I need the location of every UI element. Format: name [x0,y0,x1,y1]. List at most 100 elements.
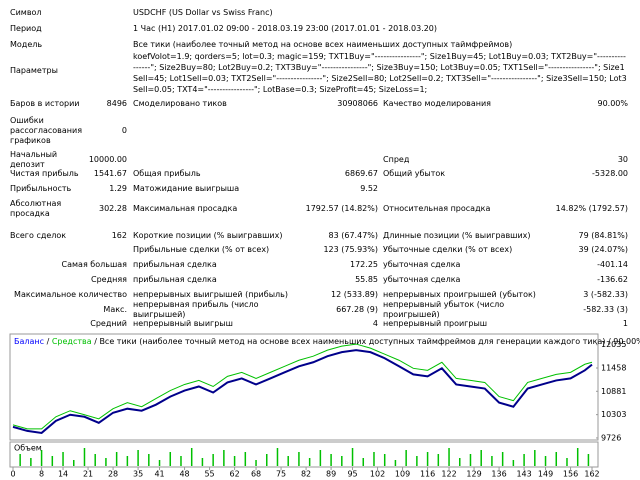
volume-bar [158,460,161,466]
volume-bar [437,454,440,466]
stat-row: Макс. непрерывная прибыль (число выигрыше… [0,300,640,319]
info-row: Символ USDCHF (US Dollar vs Swiss Franc) [0,7,640,19]
stat-row: Прибыльность 1.29 Матожидание выигрыша 9.52 [0,183,640,195]
stat-label: непрерывный проигрыш [383,319,488,328]
stat-row: Баров в истории 8496 Смоделировано тиков 30… [0,98,640,110]
stat-label: Короткие позиции (% выигравших) [133,231,283,240]
stat-value: 123 (75.93%) [323,245,378,254]
volume-bar [501,452,504,466]
volume-bar [180,456,182,466]
volume-bar [126,456,129,466]
info-label: Модель [10,40,43,49]
stat-group: Самая большая [61,260,127,269]
stat-value: 14.82% (1792.57) [555,204,628,213]
volume-bar [576,448,579,466]
volume-bar [73,460,75,466]
chart-header: Баланс / Средства / Все тики (наиболее т… [14,337,640,346]
x-tick-label: 48 [179,470,189,479]
stat-row: Максимальное количество непрерывных выигр… [0,289,640,301]
x-tick-label: 55 [204,470,214,479]
stat-label: Баров в истории [10,99,80,108]
stat-label: Общий убыток [383,169,446,178]
stat-label: Ошибки рассогласования графиков [10,116,83,145]
volume-label: Объем [14,444,42,453]
x-tick-label: 129 [466,470,481,479]
info-value: USDCHF (US Dollar vs Swiss Franc) [133,8,273,17]
volume-bar [190,448,193,466]
volume-bar [362,458,365,466]
stat-label: Прибыльность [10,184,72,193]
stat-group: Средний [90,319,127,328]
x-tick-label: 122 [441,470,456,479]
volume-bar [351,448,354,466]
volume-bar [534,450,536,466]
x-tick-label: 35 [133,470,143,479]
stat-label: непрерывных выигрышей (прибыль) [133,290,288,299]
volume-bar [276,448,279,466]
stat-label: Смоделировано тиков [133,99,227,108]
x-tick-label: 21 [83,470,93,479]
stat-label: Максимальная просадка [133,204,238,213]
x-tick-label: 68 [251,470,261,479]
info-value: Все тики (наиболее точный метод на основ… [133,40,513,49]
volume-bar [223,450,225,466]
info-row: Период 1 Час (H1) 2017.01.02 09:00 - 2018… [0,23,640,35]
stat-value: 1792.57 (14.82%) [305,204,378,213]
stat-row: Начальный депозит 10000.00 Спред 30 [0,150,640,169]
x-tick-label: 95 [347,470,357,479]
stat-label: Матожидание выигрыша [133,184,240,193]
y-tick-label: 12035 [601,340,626,349]
legend-equity: Средства [52,337,92,346]
stat-value: 83 (67.47%) [328,231,378,240]
x-tick-label: 143 [516,470,531,479]
x-tick-label: 0 [10,470,15,479]
stat-value: -582.33 (3) [583,305,628,314]
volume-bar [416,456,418,466]
stat-label: Относительная просадка [383,204,491,213]
x-tick-label: 75 [276,470,286,479]
stat-label: Спред [383,155,410,164]
params-value: koefVolot=1.9; qorders=5; lot=0.3; magic… [133,52,627,94]
volume-bar [115,452,118,466]
stat-label: убыточная сделка [383,260,461,269]
y-tick-label: 10303 [601,410,626,419]
stat-label: непрерывный выигрыш [133,319,233,328]
info-row: Модель Все тики (наиболее точный метод на… [0,39,640,51]
info-label: Период [10,24,42,33]
volume-bar [469,454,472,466]
stat-label: прибыльная сделка [133,260,217,269]
volume-bar [330,454,332,466]
stat-label: Прибыльные сделки (% от всех) [133,245,270,254]
volume-bar [40,450,43,466]
volume-bar [308,458,311,466]
volume-bar [459,458,461,466]
x-tick-label: 41 [154,470,164,479]
info-label: Символ [10,8,42,17]
volume-bar [480,450,482,466]
x-tick-label: 109 [395,470,410,479]
stat-value: 8496 [106,99,127,108]
stat-group: Средняя [91,275,127,284]
x-tick-label: 102 [370,470,385,479]
stat-row: Самая большая прибыльная сделка 172.25 убыт… [0,259,640,271]
stat-row: Средняя прибыльная сделка 55.85 убыточная с… [0,274,640,286]
series-line [12,349,593,434]
volume-bar [62,452,64,466]
volume-bar [169,452,172,466]
stat-label: Начальный депозит [10,150,58,169]
volume-bar [405,450,407,466]
y-tick-label: 11458 [601,363,626,372]
stat-value: 79 (84.81%) [578,231,628,240]
volume-bar [266,454,268,466]
stat-label: непрерывный убыток (число проигрышей) [383,300,505,319]
x-tick-label: 156 [563,470,578,479]
volume-bar [491,456,493,466]
volume-bar [448,448,450,466]
volume-bar [544,456,547,466]
x-tick-label: 28 [108,470,118,479]
params-row: Параметры [0,64,640,78]
stat-row: Ошибки рассогласования графиков 0 [0,115,640,147]
stat-label: Всего сделок [10,231,67,240]
x-tick-label: 82 [301,470,311,479]
stat-value: 3 (-582.33) [583,290,628,299]
